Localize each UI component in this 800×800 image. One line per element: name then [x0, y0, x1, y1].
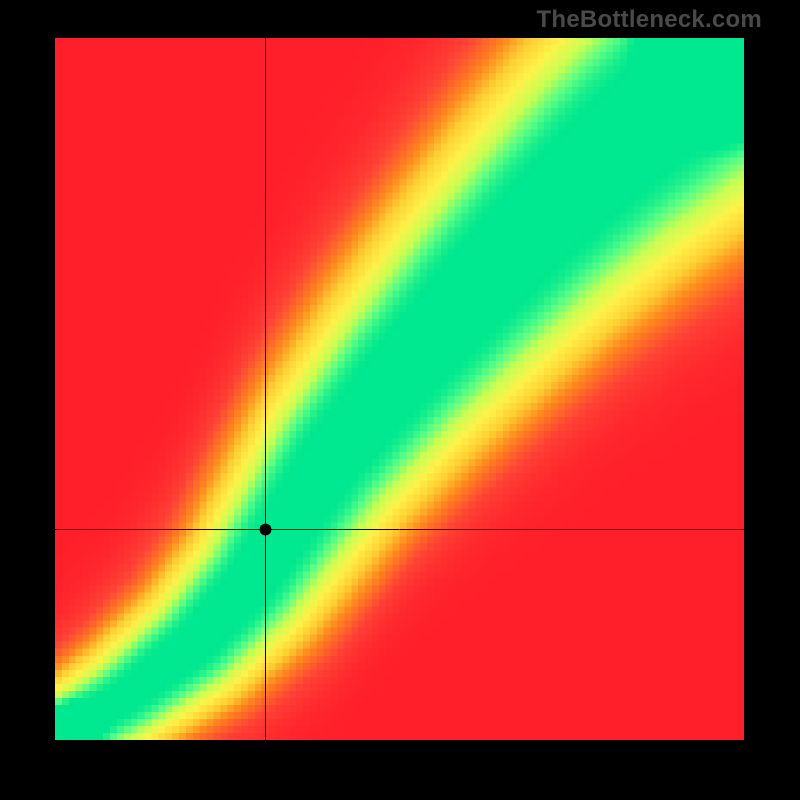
watermark-text: TheBottleneck.com: [537, 6, 762, 34]
chart-frame: { "watermark": { "text": "TheBottleneck.…: [0, 0, 800, 800]
crosshair-overlay: [55, 38, 744, 740]
